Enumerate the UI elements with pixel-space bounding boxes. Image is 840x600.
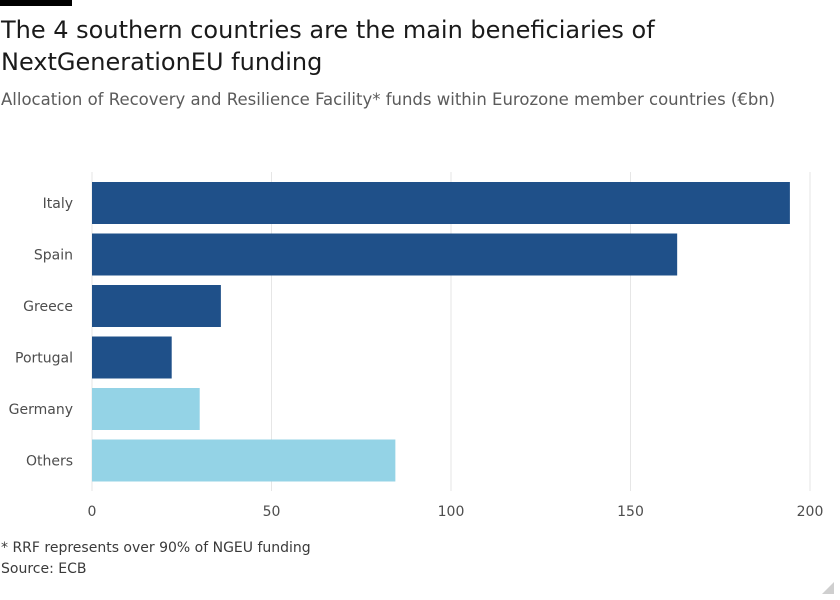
bar-germany: [92, 388, 200, 430]
bar-portugal: [92, 336, 172, 379]
bar-chart: Italy Spain Greece Portugal Germany Others 0 5…: [9, 172, 824, 520]
x-tick-label: 150: [617, 504, 644, 520]
category-label: Portugal: [15, 351, 73, 367]
chart-subtitle: Allocation of Recovery and Resilience Fa…: [1, 90, 776, 109]
x-tick-label: 50: [263, 504, 281, 520]
resize-corner-icon: [822, 582, 834, 594]
x-tick-labels: 0 50 100 150 200: [88, 504, 824, 520]
category-label: Italy: [43, 196, 73, 212]
category-label: Spain: [34, 248, 73, 264]
bar-others: [92, 439, 396, 482]
x-tick-label: 200: [797, 504, 824, 520]
category-label: Others: [26, 454, 73, 470]
category-label: Greece: [23, 299, 73, 315]
category-label: Germany: [9, 402, 73, 418]
bar-italy: [92, 182, 790, 224]
x-tick-label: 100: [438, 504, 465, 520]
gridlines: [91, 172, 811, 491]
chart-title: The 4 southern countries are the main be…: [1, 16, 655, 76]
bar-spain: [92, 233, 678, 276]
brand-bar: [0, 0, 72, 6]
bar-greece: [92, 285, 221, 327]
x-tick-label: 0: [88, 504, 97, 520]
category-labels: Italy Spain Greece Portugal Germany Others: [9, 196, 73, 470]
source-note: Source: ECB: [1, 561, 87, 577]
footnote: * RRF represents over 90% of NGEU fundin…: [1, 540, 311, 556]
bars: [92, 182, 790, 482]
